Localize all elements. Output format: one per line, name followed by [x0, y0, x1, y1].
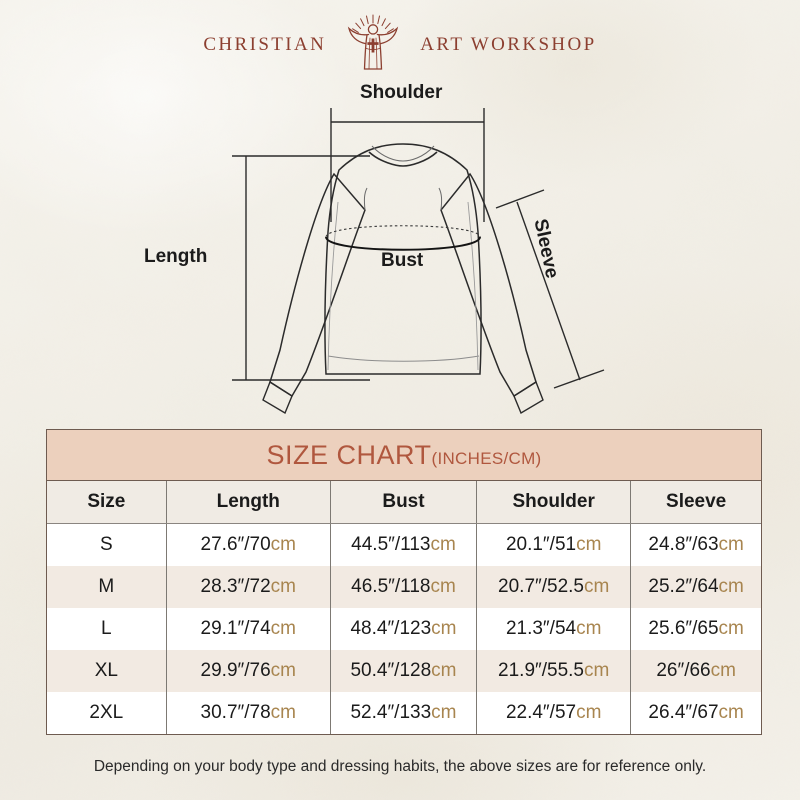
- neckline-outer: [368, 151, 438, 167]
- cell-size: L: [47, 608, 167, 650]
- cell-shoulder: 20.7″/52.5cm: [476, 566, 632, 608]
- cell-size: M: [47, 566, 167, 608]
- sweatshirt-outline-icon: [232, 108, 605, 415]
- bust-ellipse-bottom: [325, 236, 481, 251]
- cell-sleeve: 24.8″/63cm: [630, 523, 761, 566]
- neckline-inner: [371, 145, 435, 162]
- cell-length: 29.9″/76cm: [166, 650, 331, 692]
- column-header-length: Length: [166, 481, 331, 524]
- diagram-label-shoulder: Shoulder: [360, 82, 443, 103]
- table-row: 2XL 30.7″/78cm 52.4″/133cm 22.4″/57cm 26…: [47, 692, 761, 734]
- table-row: S 27.6″/70cm 44.5″/113cm 20.1″/51cm 24.8…: [47, 523, 761, 566]
- cell-shoulder: 22.4″/57cm: [476, 692, 632, 734]
- size-chart-title-main: SIZE CHART: [266, 439, 432, 470]
- size-chart-table: Size Length Bust Shoulder Sleeve S 27.6″…: [47, 481, 761, 734]
- right-sleeve-outline: [440, 172, 537, 398]
- sleeve-measure-line: [495, 189, 605, 389]
- cell-sleeve: 26″/66cm: [630, 650, 761, 692]
- cell-shoulder: 20.1″/51cm: [476, 523, 632, 566]
- cell-bust: 46.5″/118cm: [330, 566, 478, 608]
- cell-shoulder: 21.9″/55.5cm: [476, 650, 632, 692]
- size-chart-title-band: SIZE CHART(INCHES/CM): [47, 430, 761, 481]
- garment-measurement-diagram: Shoulder Length Bust Sleeve: [120, 82, 680, 422]
- size-chart-title-units: (INCHES/CM): [431, 448, 542, 468]
- cell-length: 30.7″/78cm: [166, 692, 331, 734]
- table-row: M 28.3″/72cm 46.5″/118cm 20.7″/52.5cm 25…: [47, 566, 761, 608]
- brand-header: CHRISTIAN: [0, 14, 800, 76]
- torso-outline: [324, 143, 482, 375]
- diagram-label-bust: Bust: [381, 250, 424, 271]
- column-header-shoulder: Shoulder: [476, 481, 632, 524]
- cell-bust: 44.5″/113cm: [330, 523, 478, 566]
- size-chart-table-container: SIZE CHART(INCHES/CM) Size Length Bust S…: [46, 429, 762, 735]
- cell-sleeve: 25.2″/64cm: [630, 566, 761, 608]
- left-cuff: [262, 380, 293, 415]
- cell-bust: 52.4″/133cm: [330, 692, 478, 734]
- right-cuff: [513, 380, 544, 415]
- table-header-row: Size Length Bust Shoulder Sleeve: [47, 481, 761, 524]
- disclaimer-note: Depending on your body type and dressing…: [93, 758, 707, 775]
- cell-length: 27.6″/70cm: [166, 523, 331, 566]
- brand-name-left: CHRISTIAN: [203, 34, 327, 55]
- diagram-label-length: Length: [144, 246, 208, 267]
- column-header-size: Size: [47, 481, 167, 524]
- table-row: L 29.1″/74cm 48.4″/123cm 21.3″/54cm 25.6…: [47, 608, 761, 650]
- cell-sleeve: 25.6″/65cm: [630, 608, 761, 650]
- column-header-sleeve: Sleeve: [630, 481, 761, 524]
- left-sleeve-outline: [269, 172, 366, 398]
- size-chart-title: SIZE CHART(INCHES/CM): [266, 440, 541, 471]
- brand-name-right: ART WORKSHOP: [420, 34, 597, 55]
- table-row: XL 29.9″/76cm 50.4″/128cm 21.9″/55.5cm 2…: [47, 650, 761, 692]
- cell-shoulder: 21.3″/54cm: [476, 608, 632, 650]
- bust-ellipse-top: [325, 225, 481, 238]
- cell-length: 29.1″/74cm: [166, 608, 331, 650]
- cell-bust: 48.4″/123cm: [330, 608, 478, 650]
- column-header-bust: Bust: [330, 481, 478, 524]
- cell-length: 28.3″/72cm: [166, 566, 331, 608]
- hem-band: [327, 355, 480, 362]
- cell-size: 2XL: [47, 692, 167, 734]
- cell-sleeve: 26.4″/67cm: [630, 692, 761, 734]
- cell-bust: 50.4″/128cm: [330, 650, 478, 692]
- cell-size: S: [47, 523, 167, 566]
- christ-figure-with-cross-icon: [348, 14, 399, 70]
- cell-size: XL: [47, 650, 167, 692]
